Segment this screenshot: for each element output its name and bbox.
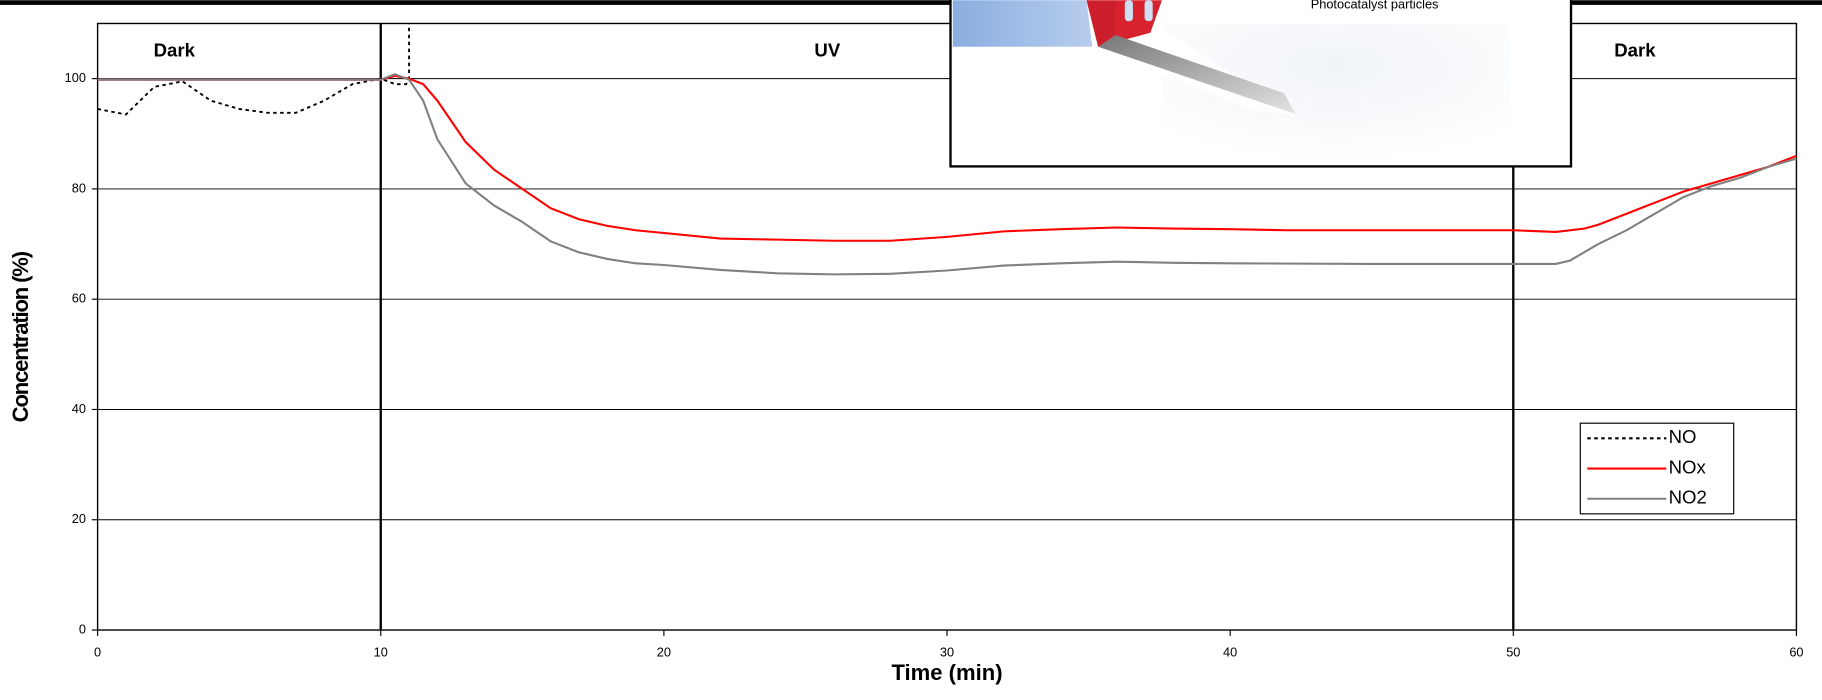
phase-label: Dark [1614,39,1656,60]
y-tick-label: 60 [72,291,86,306]
x-tick-label: 30 [940,645,954,660]
x-tick-label: 10 [374,645,388,660]
series [97,74,1797,242]
legend-label: NO2 [1669,487,1707,508]
series-line [97,74,1797,242]
series-line [97,73,1797,276]
inset-side [1098,35,1296,115]
inset-caption: Photocatalyst particles [1311,0,1439,11]
inset-image: Photocatalyst particles [949,0,1573,168]
x-axis-title: Time (min) [891,660,1002,685]
y-tick-label: 0 [79,621,86,636]
legend: NO NOx NO2 [1579,422,1735,515]
series-group [97,23,1797,276]
plot-frame [96,22,1798,631]
phase-label: Dark [154,39,196,60]
y-tick-label: 80 [72,180,86,195]
top-bar [0,0,1822,5]
x-tick-label: 40 [1223,645,1237,660]
inset-slot [1144,0,1153,22]
y-tick-label: 40 [72,401,86,416]
x-tick-label: 0 [94,645,101,660]
inset-red-block [1086,0,1116,47]
y-tick-label: 20 [72,511,86,526]
y-tick-label: 100 [65,70,86,85]
x-tick-label: 20 [657,645,671,660]
series [97,23,410,116]
phase-label: UV [814,39,840,60]
series [97,73,1797,276]
legend-label: NO [1669,426,1697,447]
inset-sky [952,0,1093,47]
inset-slot [1124,0,1133,22]
x-tick-label: 60 [1789,645,1803,660]
x-tick-label: 50 [1506,645,1520,660]
series-line [97,23,410,116]
y-axis-title: Concentration (%) [8,251,33,422]
legend-label: NOx [1669,456,1707,477]
